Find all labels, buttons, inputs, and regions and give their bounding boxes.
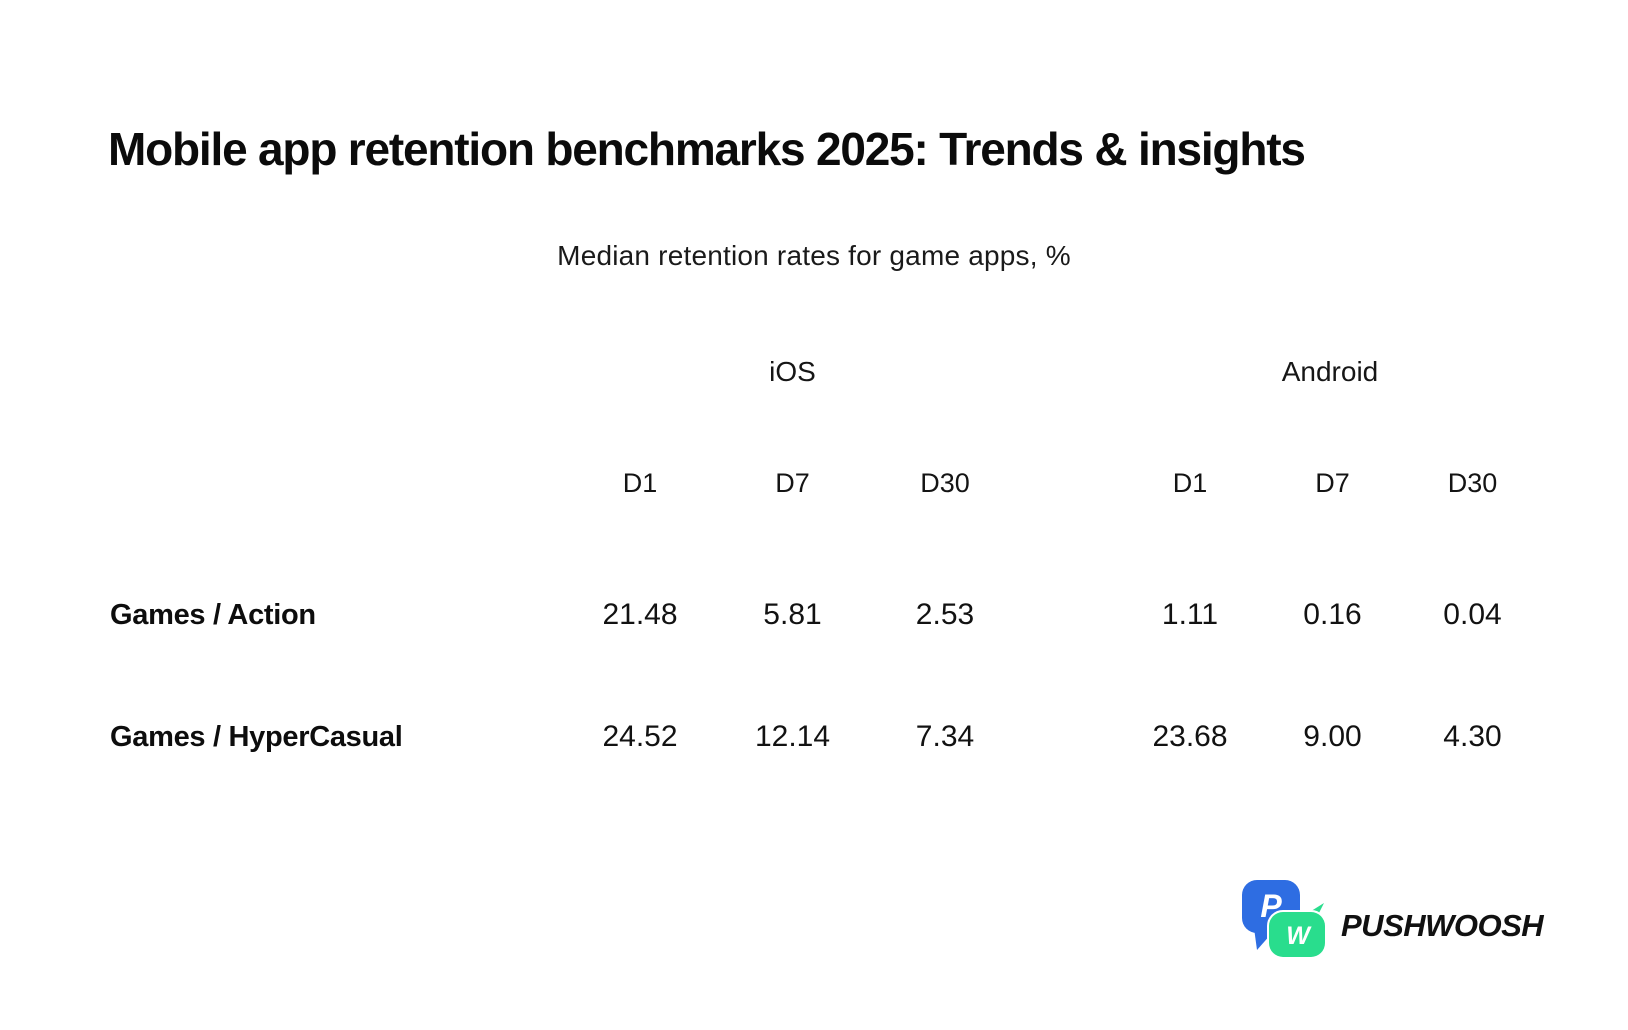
column-header-android-d1: D1 [1172, 468, 1208, 498]
value-action-android-d30: 0.04 [1443, 598, 1502, 631]
value-action-ios-d1: 21.48 [602, 598, 678, 631]
platform-header-row: iOS Android [110, 356, 1545, 388]
value-hypercasual-android-d30: 4.30 [1443, 720, 1502, 753]
table-row: Games / HyperCasual 24.52 12.14 7.34 23.… [110, 720, 1545, 755]
page-title: Mobile app retention benchmarks 2025: Tr… [108, 123, 1306, 175]
value-hypercasual-android-d7: 9.00 [1303, 720, 1362, 753]
bubble-letter-w: W [1286, 922, 1312, 950]
value-hypercasual-ios-d1: 24.52 [602, 720, 678, 753]
column-header-android-d30: D30 [1447, 468, 1498, 498]
column-header-android-d7: D7 [1315, 468, 1350, 498]
value-action-ios-d30: 2.53 [915, 598, 975, 631]
value-action-ios-d7: 5.81 [763, 598, 822, 631]
row-label-games-action: Games / Action [110, 599, 316, 631]
column-header-ios-d30: D30 [920, 468, 970, 498]
table-subtitle: Median retention rates for game apps, % [557, 240, 1071, 271]
pushwoosh-logo: P W PUSHWOOSH [1242, 880, 1544, 966]
value-hypercasual-ios-d30: 7.34 [915, 720, 975, 753]
platform-header-android: Android [1281, 356, 1379, 387]
column-header-ios-d1: D1 [622, 468, 658, 498]
column-header-ios-d7: D7 [775, 468, 810, 498]
table-row: Games / Action 21.48 5.81 2.53 1.11 0.16… [110, 598, 1545, 633]
day-header-row: D1 D7 D30 D1 D7 D30 [110, 468, 1545, 499]
value-hypercasual-android-d1: 23.68 [1152, 720, 1228, 753]
value-action-android-d7: 0.16 [1303, 598, 1362, 631]
value-action-android-d1: 1.11 [1161, 598, 1219, 631]
green-speech-bubble: W [1267, 901, 1326, 959]
platform-header-ios: iOS [769, 356, 816, 387]
value-hypercasual-ios-d7: 12.14 [754, 720, 831, 753]
pushwoosh-wordmark: PUSHWOOSH [1341, 908, 1544, 943]
pushwoosh-logo-icon: P W [1242, 880, 1326, 959]
row-label-games-hypercasual: Games / HyperCasual [110, 721, 403, 753]
